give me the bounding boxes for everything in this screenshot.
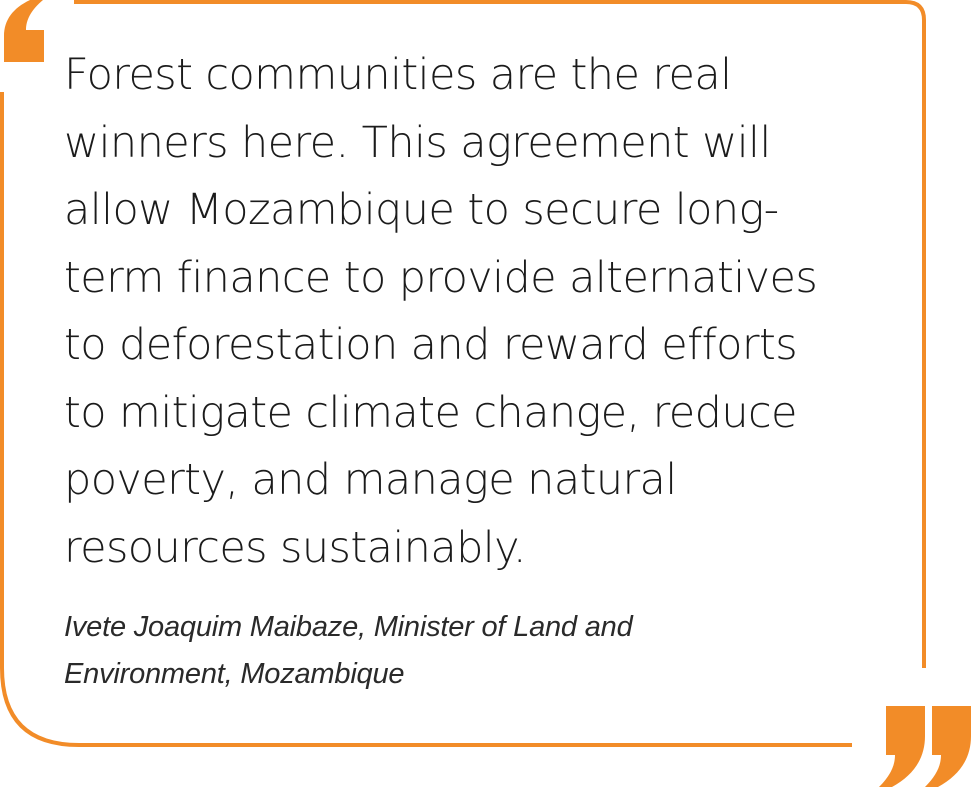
quote-text: Forest communities are the real winners … — [64, 50, 818, 573]
close-quote-mark-icon — [879, 706, 971, 787]
quote-attribution: Ivete Joaquim Maibaze, Minister of Land … — [64, 611, 633, 690]
frame-border-top-right — [74, 0, 926, 668]
open-quote-mark-icon — [4, 0, 44, 62]
frame-border-bottom-left — [0, 92, 852, 747]
